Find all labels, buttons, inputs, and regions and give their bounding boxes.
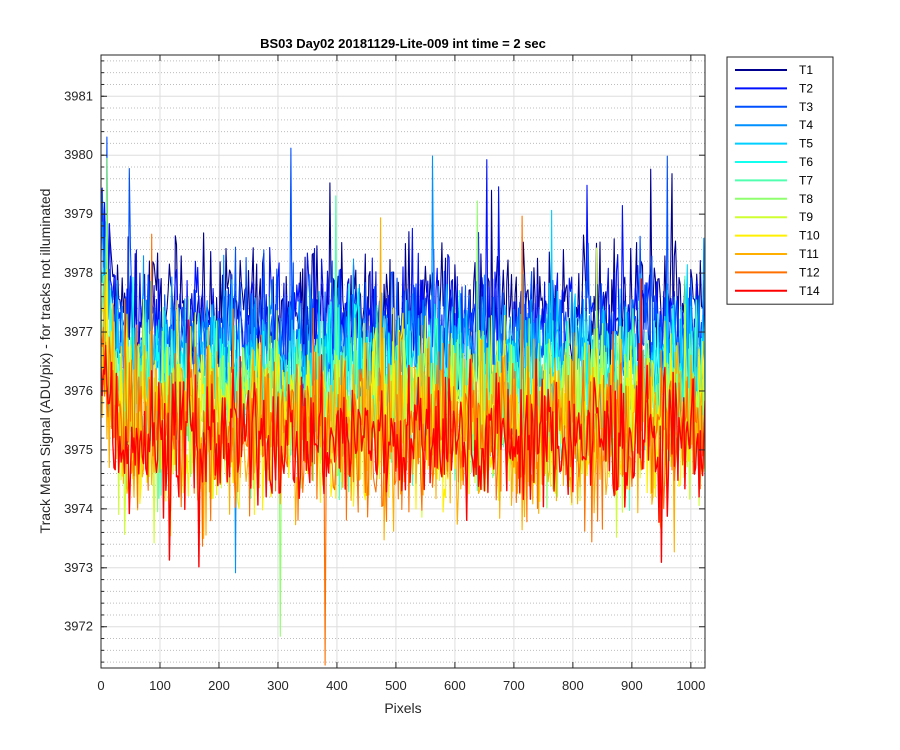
legend: T1 T2 T3 T4 T5 T6 T7 T8 T9 T10 T11 T12 T14 bbox=[726, 56, 834, 305]
legend-label: T2 bbox=[799, 81, 813, 95]
legend-label: T8 bbox=[799, 192, 813, 206]
y-tick-label: 3978 bbox=[64, 265, 93, 280]
x-tick-label: 600 bbox=[444, 678, 466, 693]
x-tick-label: 100 bbox=[149, 678, 171, 693]
x-tick-label: 500 bbox=[385, 678, 407, 693]
x-tick-label: 800 bbox=[562, 678, 584, 693]
legend-label: T4 bbox=[799, 118, 813, 132]
chart-title: BS03 Day02 20181129-Lite-009 int time = … bbox=[260, 36, 546, 51]
y-tick-label: 3976 bbox=[64, 383, 93, 398]
y-tick-label: 3974 bbox=[64, 501, 93, 516]
legend-label: T11 bbox=[799, 247, 819, 261]
y-tick-label: 3980 bbox=[64, 147, 93, 162]
legend-label: T14 bbox=[799, 284, 820, 298]
series-layer bbox=[101, 136, 705, 666]
y-tick-label: 3975 bbox=[64, 442, 93, 457]
legend-label: T10 bbox=[799, 229, 820, 243]
legend-label: T5 bbox=[799, 137, 813, 151]
plot-frame bbox=[100, 54, 706, 669]
plot-area: 0 100 200 300 400 500 600 700 800 900 1000 3972 3973… bbox=[64, 54, 706, 693]
x-tick-label: 400 bbox=[326, 678, 348, 693]
x-tick-label: 900 bbox=[621, 678, 643, 693]
x-tick-label: 0 bbox=[97, 678, 104, 693]
y-axis-title: Track Mean Signal (ADU/pix) - for tracks… bbox=[37, 189, 53, 534]
series-line-t14 bbox=[101, 278, 705, 568]
x-axis-title: Pixels bbox=[384, 700, 421, 716]
legend-label: T3 bbox=[799, 100, 813, 114]
legend-label: T12 bbox=[799, 265, 820, 279]
x-tick-label: 200 bbox=[208, 678, 230, 693]
y-tick-label: 3981 bbox=[64, 88, 93, 103]
y-tick-label: 3979 bbox=[64, 206, 93, 221]
legend-label: T6 bbox=[799, 155, 813, 169]
y-tick-label: 3973 bbox=[64, 560, 93, 575]
x-tick-label: 700 bbox=[503, 678, 525, 693]
y-tick-label: 3972 bbox=[64, 619, 93, 634]
legend-label: T1 bbox=[799, 63, 813, 77]
y-tick-label: 3977 bbox=[64, 324, 93, 339]
axis-ticks: 0 100 200 300 400 500 600 700 800 900 1000 3972 3973… bbox=[64, 55, 705, 693]
x-tick-label: 1000 bbox=[676, 678, 705, 693]
legend-label: T7 bbox=[799, 173, 813, 187]
legend-label: T9 bbox=[799, 210, 813, 224]
x-tick-label: 300 bbox=[267, 678, 289, 693]
